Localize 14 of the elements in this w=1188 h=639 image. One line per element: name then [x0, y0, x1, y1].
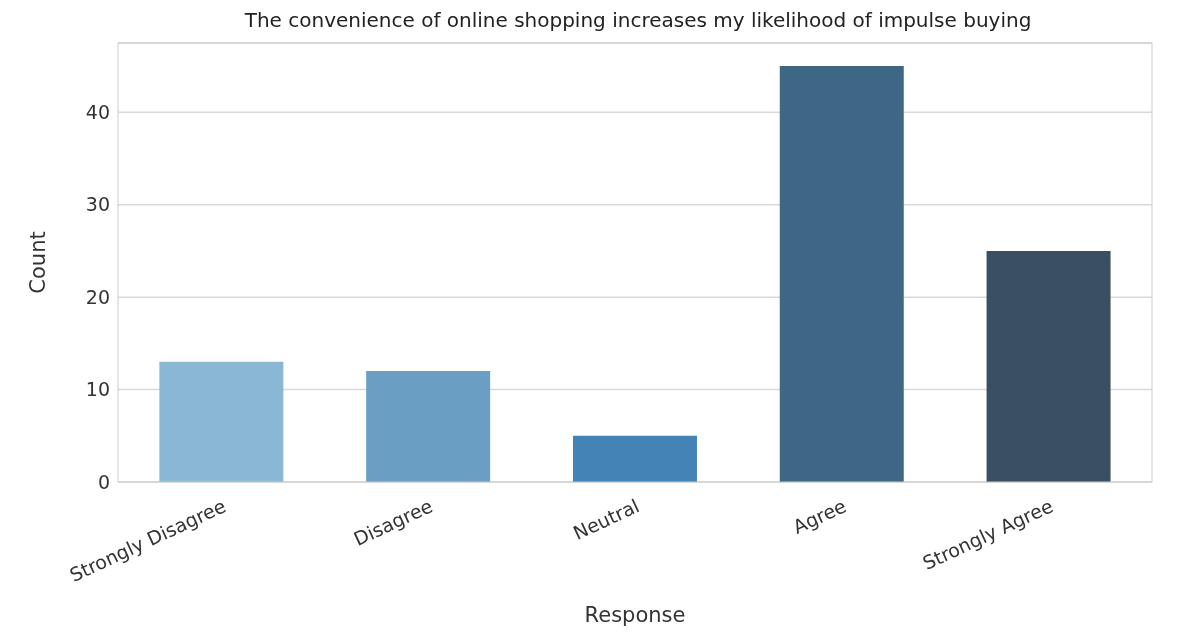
x-axis-title: Response: [584, 603, 686, 627]
y-tick-label: 20: [85, 285, 110, 308]
x-tick-label: Agree: [789, 494, 850, 538]
y-tick-label: 0: [97, 470, 110, 493]
y-tick-label: 40: [85, 101, 110, 124]
y-tick-label: 30: [85, 193, 110, 216]
bar: [159, 361, 284, 482]
chart-title: The convenience of online shopping increases my likelihood of impulse buying: [243, 8, 1033, 32]
bar: [366, 371, 491, 482]
y-axis-title: Count: [26, 231, 51, 294]
bar: [572, 435, 697, 482]
y-tick-label: 10: [85, 378, 110, 401]
bar: [986, 250, 1111, 482]
bar: [779, 66, 904, 482]
